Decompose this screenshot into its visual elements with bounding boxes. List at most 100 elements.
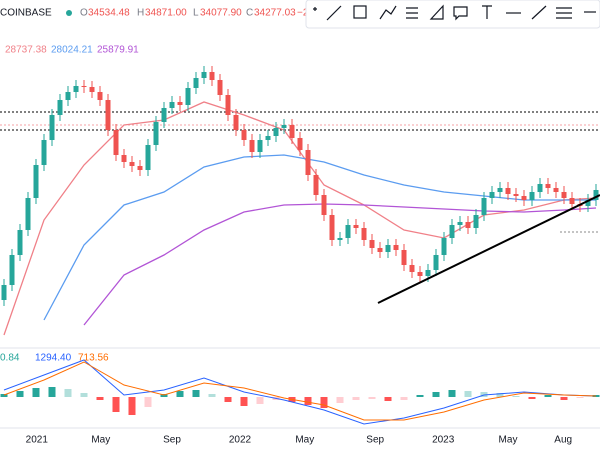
candle-body bbox=[553, 188, 559, 192]
candle-body bbox=[201, 72, 207, 78]
x-tick-label: May bbox=[91, 435, 110, 446]
histogram-bar bbox=[112, 397, 120, 412]
ohlc-value: 34871.00 bbox=[145, 8, 187, 19]
candle-body bbox=[473, 215, 479, 228]
candle-body bbox=[233, 115, 239, 130]
candle-body bbox=[513, 194, 519, 196]
histogram-bar bbox=[544, 395, 552, 397]
candle-body bbox=[273, 128, 279, 136]
tool-fib[interactable] bbox=[406, 7, 418, 19]
candle-body bbox=[105, 100, 111, 130]
candle-body bbox=[393, 245, 399, 250]
ohlc-value: 34534.48 bbox=[88, 8, 130, 19]
candle-body bbox=[57, 100, 63, 115]
candle-body bbox=[585, 200, 591, 206]
histogram-bar bbox=[432, 392, 440, 397]
candle-body bbox=[209, 72, 215, 80]
status-dot bbox=[66, 10, 72, 16]
tool-add[interactable] bbox=[313, 7, 317, 11]
tool-channel[interactable] bbox=[556, 7, 572, 19]
candle-body bbox=[137, 166, 143, 170]
candle-body bbox=[353, 225, 359, 228]
tool-path[interactable] bbox=[379, 5, 397, 20]
histogram-bar bbox=[464, 391, 472, 397]
candle-body bbox=[17, 230, 23, 255]
candle-body bbox=[345, 225, 351, 238]
histogram-bar bbox=[448, 390, 456, 397]
candle-body bbox=[433, 255, 439, 270]
histogram-bar bbox=[0, 394, 8, 397]
tool-trendline[interactable] bbox=[326, 5, 342, 21]
candle-body bbox=[297, 138, 303, 150]
candle-body bbox=[121, 155, 127, 162]
candle-body bbox=[369, 240, 375, 248]
candle-body bbox=[153, 122, 159, 145]
candle-body bbox=[377, 248, 383, 252]
candle-body bbox=[401, 250, 407, 265]
legend-value: 713.56 bbox=[78, 353, 109, 364]
histogram-bar bbox=[560, 397, 568, 400]
candle-body bbox=[97, 92, 103, 100]
histogram-bar bbox=[496, 393, 504, 397]
candle-body bbox=[25, 198, 31, 230]
indicator-line bbox=[3, 101, 597, 336]
ohlc-value: 34077.90 bbox=[200, 8, 242, 19]
histogram-bar bbox=[384, 397, 392, 401]
candle-body bbox=[361, 228, 367, 240]
candle-body bbox=[113, 130, 119, 155]
candle-body bbox=[89, 87, 95, 92]
candle-body bbox=[249, 140, 255, 152]
tool-callout[interactable] bbox=[453, 6, 468, 21]
legend-value: 28024.21 bbox=[51, 45, 93, 56]
candle-body bbox=[241, 130, 247, 140]
candle-body bbox=[409, 265, 415, 272]
x-tick-label: 2022 bbox=[229, 435, 252, 446]
candle-body bbox=[417, 272, 423, 276]
histogram-bar bbox=[32, 388, 40, 397]
candle-body bbox=[73, 86, 79, 92]
candle-body bbox=[521, 196, 527, 200]
candle-body bbox=[481, 198, 487, 215]
candle-body bbox=[185, 88, 191, 105]
legend-value: 1294.40 bbox=[35, 353, 72, 364]
candle-body bbox=[457, 222, 463, 225]
histogram-bar bbox=[304, 397, 312, 405]
tool-rectangle[interactable] bbox=[353, 5, 367, 19]
candle-body bbox=[81, 86, 87, 87]
ohlc-label: H bbox=[137, 8, 144, 19]
drawing-toolbar bbox=[305, 0, 600, 29]
indicator-line bbox=[3, 359, 597, 425]
candle-body bbox=[385, 245, 391, 252]
symbol: COINBASE bbox=[0, 8, 52, 19]
ohlc-label: L bbox=[193, 8, 199, 19]
candle-body bbox=[489, 192, 495, 198]
indicator-line bbox=[83, 203, 597, 326]
candle-body bbox=[129, 162, 135, 166]
legend-value: 28737.38 bbox=[5, 45, 47, 56]
candle-body bbox=[265, 136, 271, 140]
histogram-bar bbox=[512, 396, 520, 397]
candle-body bbox=[425, 270, 431, 276]
plot-area: 2021 May Sep 2022 May Sep 2023 May Aug 28737.38 28… bbox=[0, 45, 600, 446]
histogram-bar bbox=[176, 391, 184, 397]
candle-body bbox=[329, 215, 335, 240]
candle-body bbox=[537, 184, 543, 192]
candle-body bbox=[289, 125, 295, 138]
candle-body bbox=[561, 192, 567, 198]
candle-body bbox=[545, 184, 551, 188]
trendline bbox=[377, 194, 600, 304]
ohlc-label: O bbox=[80, 8, 88, 19]
candle-body bbox=[529, 192, 535, 200]
histogram-bar bbox=[224, 397, 232, 402]
x-tick-label: Sep bbox=[163, 435, 181, 446]
x-tick-label: Aug bbox=[554, 435, 572, 446]
tool-extended-line[interactable] bbox=[531, 5, 547, 20]
histogram-bar bbox=[48, 387, 56, 397]
x-tick-label: 2023 bbox=[432, 435, 455, 446]
tool-pattern[interactable] bbox=[429, 4, 444, 20]
indicator-line bbox=[43, 154, 596, 321]
histogram-bar bbox=[352, 397, 360, 400]
tool-text[interactable] bbox=[482, 5, 492, 19]
